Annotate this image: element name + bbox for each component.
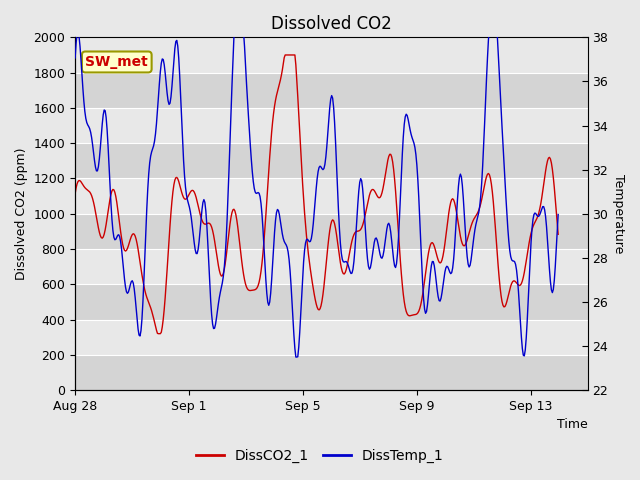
X-axis label: Time: Time [557,419,588,432]
Y-axis label: Temperature: Temperature [612,174,625,253]
Bar [75,143,588,179]
Title: Dissolved CO2: Dissolved CO2 [271,15,392,33]
Bar [75,284,588,320]
Text: SW_met: SW_met [85,55,148,69]
Legend: DissCO2_1, DissTemp_1: DissCO2_1, DissTemp_1 [191,443,449,468]
Bar [75,214,588,249]
Bar [75,355,588,390]
Bar [75,72,588,108]
Y-axis label: Dissolved CO2 (ppm): Dissolved CO2 (ppm) [15,147,28,280]
